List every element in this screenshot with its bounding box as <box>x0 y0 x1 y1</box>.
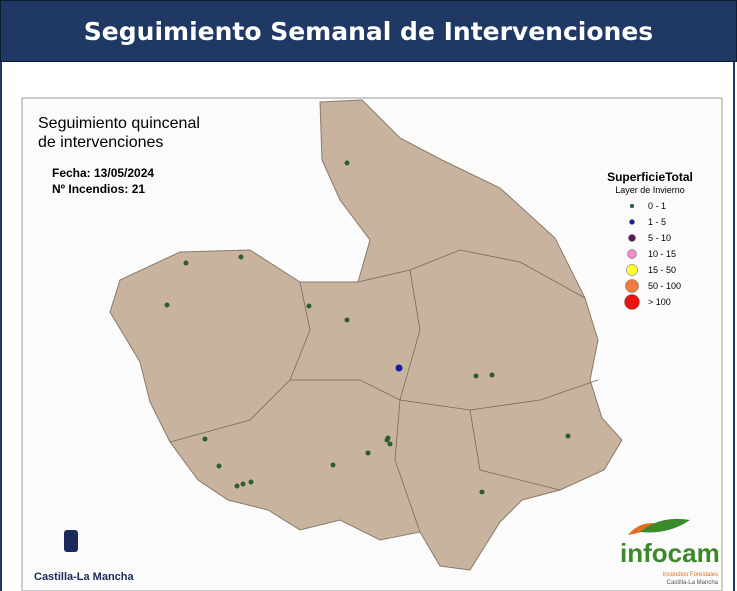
fire-point <box>566 434 571 439</box>
fire-point <box>396 365 403 372</box>
map-fires: Nº Incendios: 21 <box>52 182 145 196</box>
fire-point <box>331 463 336 468</box>
legend-marker <box>629 235 636 242</box>
fire-point <box>249 480 254 485</box>
fire-point <box>184 261 189 266</box>
fire-point <box>480 490 485 495</box>
map-title: de intervenciones <box>38 134 163 151</box>
fire-point <box>307 304 312 309</box>
legend-marker <box>627 265 638 276</box>
fire-point <box>388 442 393 447</box>
fire-point <box>345 161 350 166</box>
legend-label: 5 - 10 <box>648 233 671 243</box>
fire-point <box>241 482 246 487</box>
logo-text: infocam <box>620 538 720 568</box>
logo-text: Castilla-La Mancha <box>34 571 135 583</box>
legend-label: 10 - 15 <box>648 249 676 259</box>
legend-label: 1 - 5 <box>648 217 666 227</box>
map: Seguimiento quincenal de intervenciones … <box>0 0 737 591</box>
fire-point <box>203 437 208 442</box>
logo-shape <box>64 530 78 552</box>
fire-point <box>239 255 244 260</box>
fire-point <box>235 484 240 489</box>
legend-title: SuperficieTotal <box>607 170 693 184</box>
legend-subtitle: Layer de Invierno <box>615 185 685 195</box>
legend-marker <box>625 295 640 310</box>
legend-marker <box>630 220 635 225</box>
legend-label: > 100 <box>648 297 671 307</box>
fire-point <box>345 318 350 323</box>
fire-point <box>217 464 222 469</box>
legend-marker <box>628 250 637 259</box>
fire-point <box>490 373 495 378</box>
legend-marker <box>626 280 639 293</box>
page: Seguimiento Semanal de Intervenciones Se… <box>0 0 737 591</box>
legend-label: 0 - 1 <box>648 201 666 211</box>
fire-point <box>386 436 391 441</box>
logo-sub: Castilla-La Mancha <box>667 580 719 586</box>
map-date: Fecha: 13/05/2024 <box>52 166 154 180</box>
logo-sub: Incendios Forestales <box>663 572 718 578</box>
map-title: Seguimiento quincenal <box>38 115 200 132</box>
legend-label: 50 - 100 <box>648 281 681 291</box>
fire-point <box>165 303 170 308</box>
fire-point <box>366 451 371 456</box>
legend-label: 15 - 50 <box>648 265 676 275</box>
legend-marker <box>630 204 634 208</box>
fire-point <box>474 374 479 379</box>
